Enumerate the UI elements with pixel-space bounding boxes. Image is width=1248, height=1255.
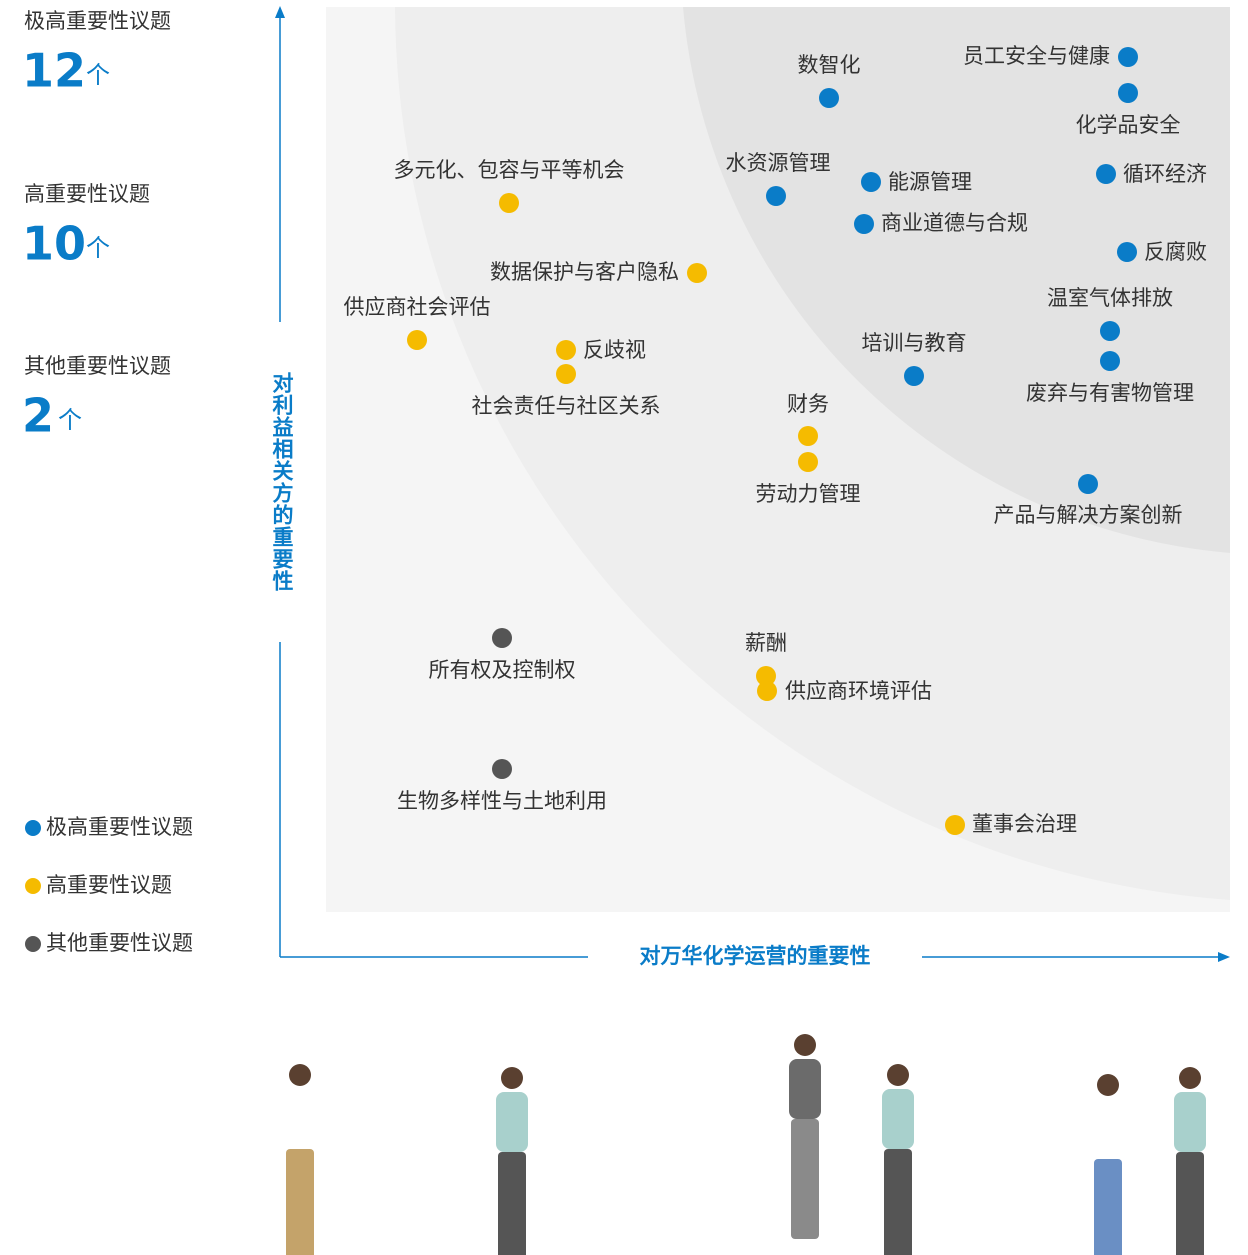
topic-dot bbox=[945, 815, 965, 835]
topic-label: 废弃与有害物管理 bbox=[1026, 381, 1194, 405]
legend-dot bbox=[25, 820, 41, 836]
topic-dot bbox=[757, 681, 777, 701]
topic-dot bbox=[556, 340, 576, 360]
figure-head bbox=[501, 1067, 523, 1089]
topic-dot bbox=[819, 88, 839, 108]
topic-dot bbox=[798, 426, 818, 446]
topic-dot bbox=[1078, 474, 1098, 494]
topic-label: 水资源管理 bbox=[726, 151, 831, 175]
topic-label: 数据保护与客户隐私 bbox=[490, 260, 679, 284]
legend-label: 其他重要性议题 bbox=[46, 931, 193, 955]
topic-label: 温室气体排放 bbox=[1047, 286, 1173, 310]
topic-dot bbox=[1096, 164, 1116, 184]
topic-dot bbox=[499, 193, 519, 213]
legend-label: 极高重要性议题 bbox=[46, 815, 193, 839]
legend-dot bbox=[25, 878, 41, 894]
legend-label: 高重要性议题 bbox=[46, 873, 172, 897]
figure-body bbox=[496, 1092, 528, 1152]
topic-dot bbox=[1100, 321, 1120, 341]
topic-dot bbox=[1118, 47, 1138, 67]
figure-head bbox=[794, 1034, 816, 1056]
figure-legs bbox=[1094, 1159, 1122, 1255]
topic-label: 所有权及控制权 bbox=[429, 658, 576, 682]
summary-label: 高重要性议题 bbox=[24, 182, 150, 206]
topic-label: 能源管理 bbox=[888, 170, 972, 194]
topic-label: 循环经济 bbox=[1123, 162, 1207, 186]
figure-legs bbox=[286, 1149, 314, 1255]
topic-label: 多元化、包容与平等机会 bbox=[394, 158, 625, 182]
topic-dot bbox=[1118, 83, 1138, 103]
topic-label: 产品与解决方案创新 bbox=[994, 503, 1183, 527]
topic-label: 供应商环境评估 bbox=[785, 679, 932, 703]
topic-label: 供应商社会评估 bbox=[344, 295, 491, 319]
figure-body bbox=[789, 1059, 821, 1119]
figure-legs bbox=[791, 1119, 819, 1239]
topic-label: 反歧视 bbox=[583, 338, 646, 362]
topic-dot bbox=[1100, 351, 1120, 371]
topic-label: 员工安全与健康 bbox=[963, 44, 1110, 68]
summary-count: 12 bbox=[22, 44, 86, 98]
arrow-x bbox=[1218, 952, 1230, 962]
figure-legs bbox=[1176, 1152, 1204, 1255]
topic-dot bbox=[492, 628, 512, 648]
topic-label: 化学品安全 bbox=[1076, 113, 1181, 137]
figure-body bbox=[1092, 1099, 1124, 1159]
topic-dot bbox=[1117, 242, 1137, 262]
materiality-matrix: 对利益相关方的重要性 对万华化学运营的重要性 极高重要性议题12个高重要性议题1… bbox=[0, 0, 1248, 1255]
figure-body bbox=[284, 1089, 316, 1149]
summary-count: 10 bbox=[22, 217, 86, 271]
figure-head bbox=[1179, 1067, 1201, 1089]
summary-count: 2 bbox=[22, 389, 54, 443]
topic-label: 劳动力管理 bbox=[756, 482, 861, 506]
x-axis-label: 对万华化学运营的重要性 bbox=[640, 944, 871, 968]
y-axis-label: 对利益相关方的重要性 bbox=[270, 371, 294, 592]
topic-label: 社会责任与社区关系 bbox=[472, 394, 661, 418]
figure-body bbox=[882, 1089, 914, 1149]
arrow-y bbox=[275, 6, 285, 18]
topic-dot bbox=[492, 759, 512, 779]
topic-dot bbox=[854, 214, 874, 234]
figure-body bbox=[1174, 1092, 1206, 1152]
topic-dot bbox=[798, 452, 818, 472]
topic-dot bbox=[687, 263, 707, 283]
figure-head bbox=[289, 1064, 311, 1086]
topic-label: 数智化 bbox=[798, 53, 861, 77]
summary-label: 其他重要性议题 bbox=[24, 354, 171, 378]
legend-dot bbox=[25, 936, 41, 952]
summary-unit: 个 bbox=[86, 234, 110, 262]
topic-label: 商业道德与合规 bbox=[881, 211, 1028, 235]
figure-legs bbox=[884, 1149, 912, 1255]
topic-dot bbox=[556, 364, 576, 384]
figure-legs bbox=[498, 1152, 526, 1255]
topic-label: 财务 bbox=[787, 392, 829, 416]
summary-unit: 个 bbox=[58, 406, 82, 434]
figure-head bbox=[1097, 1074, 1119, 1096]
topic-label: 培训与教育 bbox=[862, 331, 967, 355]
topic-label: 薪酬 bbox=[745, 631, 787, 655]
topic-dot bbox=[766, 186, 786, 206]
figure-head bbox=[887, 1064, 909, 1086]
topic-dot bbox=[407, 330, 427, 350]
topic-label: 董事会治理 bbox=[972, 812, 1077, 836]
topic-label: 生物多样性与土地利用 bbox=[397, 789, 607, 813]
topic-dot bbox=[861, 172, 881, 192]
summary-label: 极高重要性议题 bbox=[24, 9, 171, 33]
summary-unit: 个 bbox=[86, 61, 110, 89]
topic-dot bbox=[904, 366, 924, 386]
topic-label: 反腐败 bbox=[1144, 240, 1207, 264]
